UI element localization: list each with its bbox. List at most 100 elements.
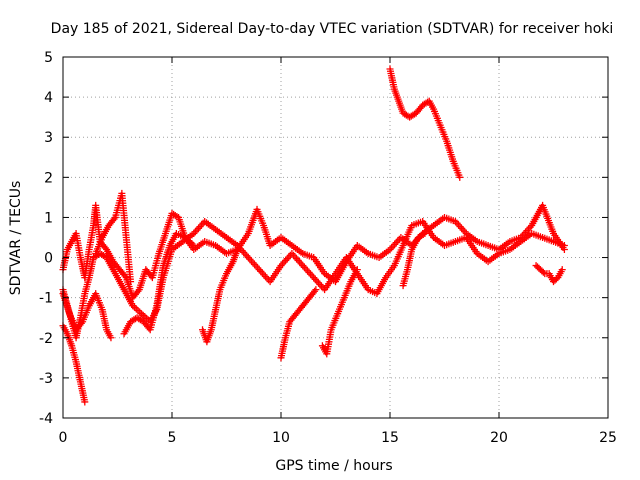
data-point-marker [353, 266, 361, 274]
data-point-marker [560, 242, 568, 250]
y-tick-label: -2 [39, 331, 53, 347]
data-point-marker [296, 258, 304, 266]
data-point-marker [255, 266, 263, 274]
data-point-marker [261, 272, 269, 280]
data-point-marker [314, 279, 322, 287]
data-point-marker [243, 252, 251, 260]
series-trace-f [120, 229, 198, 338]
chart-title: Day 185 of 2021, Sidereal Day-to-day VTE… [51, 21, 614, 37]
y-tick-label: 1 [44, 210, 53, 226]
data-point-marker [307, 270, 315, 278]
data-point-marker [293, 255, 301, 263]
x-tick-label: 25 [599, 430, 617, 446]
data-point-marker [311, 287, 319, 295]
data-point-marker [77, 319, 85, 327]
data-point-marker [316, 280, 324, 288]
data-point-marker [251, 260, 259, 268]
data-point-marker [310, 274, 318, 282]
data-point-marker [258, 269, 266, 277]
y-tick-label: 2 [44, 170, 53, 186]
data-point-marker [312, 286, 320, 294]
data-point-marker [101, 244, 109, 252]
data-point-marker [241, 250, 249, 258]
y-tick-label: 4 [44, 90, 53, 106]
data-point-marker [456, 223, 464, 231]
data-point-marker [257, 267, 265, 275]
series-trace-l [532, 262, 566, 286]
data-point-marker [300, 263, 308, 271]
series-trace-k [399, 229, 429, 290]
axis-ticks: 0 5 10 15 20 25 -4 -3 -2 -1 0 1 2 3 4 5 [39, 50, 617, 446]
y-tick-label: -3 [39, 371, 53, 387]
data-point-marker [249, 259, 257, 267]
x-tick-label: 15 [381, 430, 399, 446]
data-point-marker [244, 254, 252, 262]
data-point-marker [246, 255, 254, 263]
grid [63, 57, 608, 418]
data-point-marker [419, 230, 427, 238]
data-point-marker [107, 334, 115, 342]
data-point-marker [132, 305, 140, 313]
x-tick-label: 10 [272, 430, 290, 446]
data-point-marker [455, 221, 463, 229]
y-tick-label: 3 [44, 130, 53, 146]
x-axis-label: GPS time / hours [275, 458, 392, 474]
data-point-marker [252, 262, 260, 270]
data-point-marker [297, 260, 305, 268]
data-point-marker [233, 246, 241, 254]
y-tick-label: 5 [44, 50, 53, 66]
data-point-marker [311, 275, 319, 283]
data-point-marker [456, 173, 464, 181]
x-tick-label: 0 [59, 430, 68, 446]
data-point-marker [291, 253, 299, 261]
data-point-marker [302, 265, 310, 273]
series-trace-b [59, 217, 568, 342]
series-trace-h [277, 286, 320, 362]
data-point-marker [110, 215, 118, 223]
data-point-marker [525, 225, 533, 233]
data-point-marker [305, 268, 313, 276]
data-point-marker [254, 264, 262, 272]
data-series [59, 65, 568, 406]
data-point-marker [193, 226, 201, 234]
data-point-marker [283, 255, 291, 263]
data-point-marker [299, 262, 307, 270]
data-point-marker [127, 278, 135, 286]
series-trace-c [59, 322, 89, 406]
series-trace-g [199, 246, 241, 346]
data-point-marker [459, 226, 467, 234]
data-point-marker [247, 257, 255, 265]
data-point-marker [196, 223, 204, 231]
data-point-marker [280, 258, 288, 266]
plot-frame [62, 56, 609, 419]
data-point-marker [313, 277, 321, 285]
y-tick-label: -1 [39, 291, 53, 307]
x-tick-label: 5 [168, 430, 177, 446]
data-point-marker [134, 287, 142, 295]
data-point-marker [308, 272, 316, 280]
data-point-marker [260, 271, 268, 279]
data-point-marker [288, 250, 296, 258]
series-trace-a [59, 201, 568, 302]
data-point-marker [194, 224, 202, 232]
y-axis-label: SDTVAR / TECUs [8, 181, 24, 296]
data-point-marker [121, 272, 129, 280]
data-point-marker [392, 239, 400, 247]
series-trace-i [318, 266, 361, 358]
data-point-marker [389, 242, 397, 250]
data-point-marker [240, 248, 248, 256]
x-tick-label: 20 [490, 430, 508, 446]
data-point-marker [458, 224, 466, 232]
data-point-marker [391, 240, 399, 248]
data-point-marker [303, 267, 311, 275]
y-tick-label: -4 [39, 411, 53, 427]
data-point-marker [539, 268, 547, 276]
y-tick-label: 0 [44, 251, 53, 267]
data-point-marker [285, 253, 293, 261]
data-point-marker [81, 398, 89, 406]
data-point-marker [190, 242, 198, 250]
data-point-marker [134, 307, 142, 315]
series-trace-j [386, 65, 464, 181]
data-point-marker [558, 266, 566, 274]
